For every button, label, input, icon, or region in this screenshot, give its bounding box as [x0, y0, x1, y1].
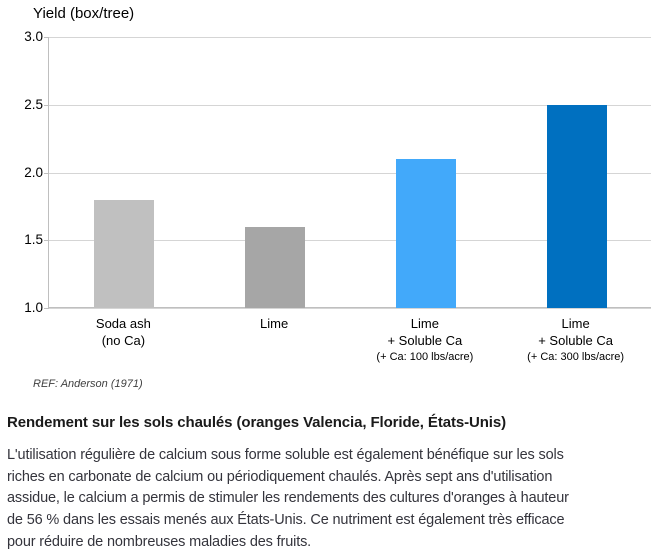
- plot-area: [44, 37, 651, 309]
- gridline: [49, 104, 651, 106]
- x-label-line: Lime: [410, 316, 439, 331]
- x-label-subline: (+ Ca: 100 lbs/acre): [376, 351, 474, 363]
- gridline: [49, 240, 651, 242]
- x-label-line: + Soluble Ca: [538, 333, 614, 348]
- y-axis-tick: [44, 37, 49, 38]
- caption-heading: Rendement sur les sols chaulés (oranges …: [7, 414, 506, 431]
- y-axis-tick: [44, 308, 49, 309]
- x-label-line: Lime: [561, 316, 590, 331]
- bar-soda-ash: [94, 199, 155, 308]
- x-category-label-soda-ash: Soda ash (no Ca): [47, 315, 199, 349]
- x-category-label-lime-soluble-ca-300: Lime + Soluble Ca (+ Ca: 300 lbs/acre): [500, 315, 652, 364]
- x-label-line: (no Ca): [101, 333, 146, 348]
- x-category-label-lime: Lime: [198, 315, 350, 332]
- y-axis-tick: [44, 172, 49, 174]
- bar-lime-soluble-ca-300: [546, 104, 607, 308]
- x-label-subline: (+ Ca: 300 lbs/acre): [527, 351, 625, 363]
- gridline: [49, 37, 651, 38]
- x-label-line: Lime: [260, 316, 289, 331]
- x-category-label-lime-soluble-ca-100: Lime + Soluble Ca (+ Ca: 100 lbs/acre): [349, 315, 501, 364]
- reference-note: REF: Anderson (1971): [33, 378, 143, 390]
- gridline: [49, 308, 651, 309]
- caption-body: L'utilisation régulière de calcium sous …: [7, 447, 569, 550]
- gridline: [49, 172, 651, 174]
- bar-lime: [245, 226, 306, 308]
- bar-lime-soluble-ca-100: [395, 158, 456, 308]
- chart-title: Yield (box/tree): [33, 5, 135, 22]
- y-axis-tick: [44, 240, 49, 242]
- y-tick-label: 2.5: [24, 96, 43, 112]
- y-tick-label: 3.0: [24, 29, 43, 44]
- y-tick-label: 1.5: [24, 232, 43, 248]
- y-axis-tick: [44, 104, 49, 106]
- y-tick-label: 2.0: [24, 164, 43, 180]
- x-label-line: Soda ash: [95, 316, 151, 331]
- x-label-line: + Soluble Ca: [387, 333, 463, 348]
- y-tick-label: 1.0: [24, 300, 43, 315]
